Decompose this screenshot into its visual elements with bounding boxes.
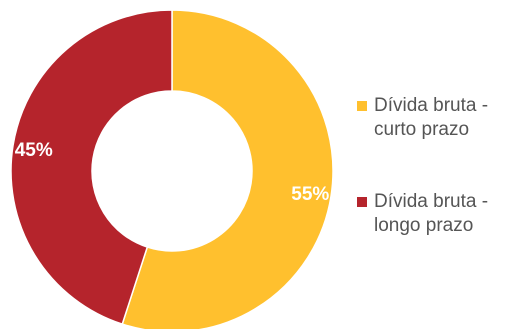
slice-value-label-longo-prazo: 45% xyxy=(15,140,53,161)
slice-value-label-curto-prazo: 55% xyxy=(291,184,329,205)
chart-legend: Dívida bruta - curto prazo Dívida bruta … xyxy=(354,94,523,238)
legend-label-curto-prazo: Dívida bruta - curto prazo xyxy=(374,95,489,140)
donut-slice-curto-prazo xyxy=(121,9,334,329)
legend-item-curto-prazo: Dívida bruta - curto prazo xyxy=(354,94,523,142)
donut-chart-svg: 55% 45% xyxy=(10,9,334,329)
donut-slice-longo-prazo xyxy=(10,9,173,326)
legend-label-longo-prazo: Dívida bruta - longo prazo xyxy=(374,191,489,236)
legend-item-longo-prazo: Dívida bruta - longo prazo xyxy=(354,190,523,238)
legend-swatch-curto-prazo xyxy=(357,101,367,111)
legend-swatch-longo-prazo xyxy=(357,197,367,207)
